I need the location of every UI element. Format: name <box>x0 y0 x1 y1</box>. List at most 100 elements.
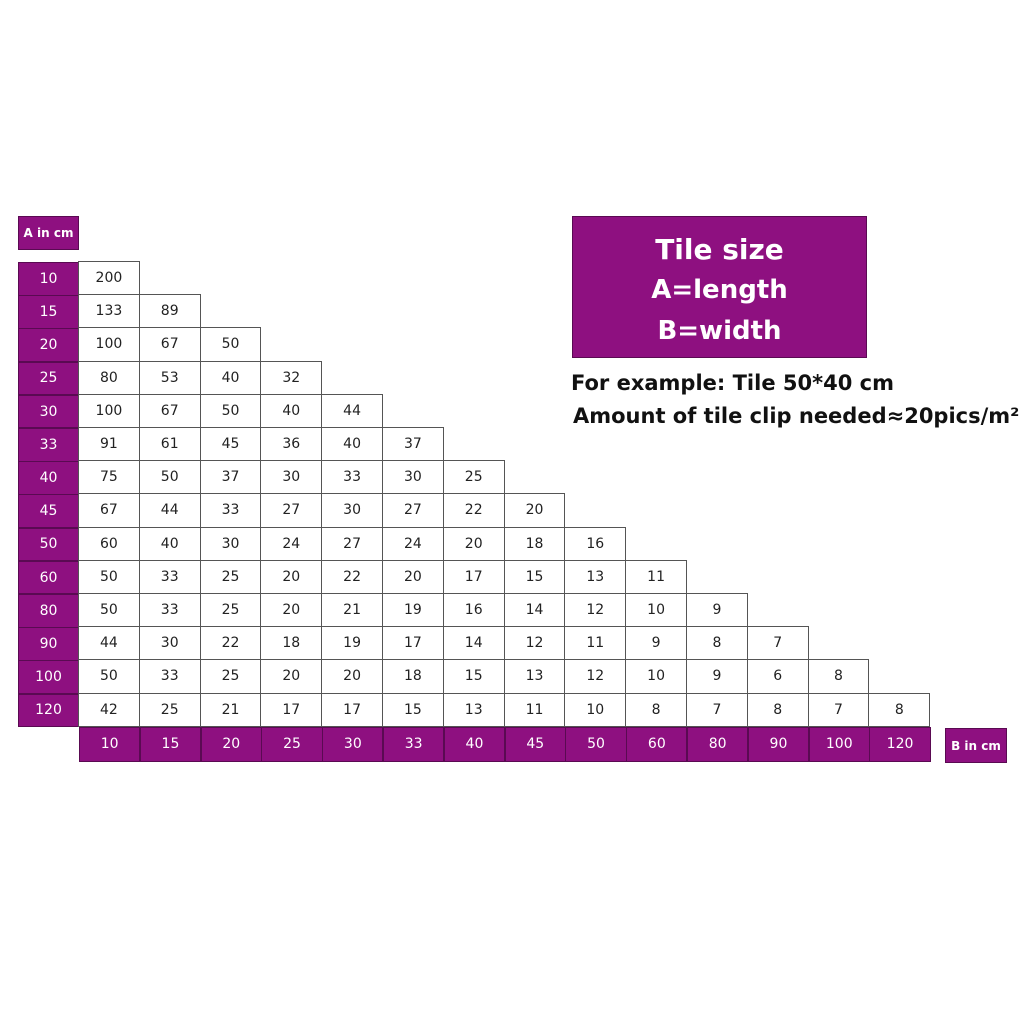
column-header: 10 <box>79 726 141 762</box>
table-cell: 22 <box>321 559 383 594</box>
table-cell: 10 <box>625 659 687 694</box>
column-header: 100 <box>808 726 870 762</box>
table-cell: 50 <box>78 559 140 594</box>
info-title: Tile size <box>655 233 784 266</box>
table-cell: 10 <box>625 593 687 628</box>
table-cell: 19 <box>321 626 383 661</box>
table-cell: 25 <box>442 460 505 495</box>
row-header: 120 <box>18 693 79 728</box>
table-cell: 100 <box>78 327 140 362</box>
table-cell: 9 <box>686 593 748 628</box>
row-header: 100 <box>18 660 79 695</box>
table-cell: 67 <box>78 493 140 528</box>
table-cell: 24 <box>382 526 444 561</box>
table-cell: 20 <box>442 526 505 561</box>
table-cell: 100 <box>78 393 140 428</box>
table-cell: 7 <box>686 692 748 727</box>
table-cell: 33 <box>199 493 262 528</box>
table-cell: 11 <box>625 559 687 594</box>
row-header: 10 <box>18 262 79 296</box>
column-header: 60 <box>626 726 688 762</box>
row-header: 33 <box>18 428 79 462</box>
table-cell: 33 <box>138 593 201 628</box>
table-cell: 7 <box>746 626 809 661</box>
table-cell: 50 <box>199 327 262 362</box>
info-length: A=length <box>651 275 788 305</box>
table-cell: 17 <box>382 626 444 661</box>
table-cell: 45 <box>199 427 262 462</box>
table-cell: 37 <box>199 460 262 495</box>
table-cell: 80 <box>78 360 140 395</box>
table-cell: 20 <box>503 493 566 528</box>
table-cell: 32 <box>260 360 323 395</box>
table-cell: 10 <box>564 692 627 727</box>
table-cell: 12 <box>503 626 566 661</box>
table-cell: 18 <box>382 659 444 694</box>
table-cell: 50 <box>78 659 140 694</box>
table-cell: 8 <box>625 692 687 727</box>
table-cell: 11 <box>503 692 566 727</box>
table-cell: 20 <box>321 659 383 694</box>
table-cell: 40 <box>138 526 201 561</box>
table-cell: 30 <box>260 460 323 495</box>
table-cell: 20 <box>260 659 323 694</box>
column-header: 120 <box>869 726 931 762</box>
table-cell: 18 <box>503 526 566 561</box>
table-cell: 9 <box>625 626 687 661</box>
row-header: 20 <box>18 328 79 363</box>
table-cell: 15 <box>382 692 444 727</box>
row-header: 15 <box>18 295 79 329</box>
column-axis-label: B in cm <box>945 728 1007 763</box>
table-cell: 44 <box>138 493 201 528</box>
table-cell: 89 <box>138 294 201 329</box>
table-cell: 14 <box>442 626 505 661</box>
info-width: B=width <box>657 316 782 346</box>
row-axis-label: A in cm <box>18 216 79 250</box>
column-header: 20 <box>200 726 262 762</box>
table-cell: 200 <box>78 261 140 296</box>
table-cell: 27 <box>260 493 323 528</box>
table-cell: 21 <box>199 692 262 727</box>
table-cell: 13 <box>503 659 566 694</box>
table-cell: 61 <box>138 427 201 462</box>
table-cell: 13 <box>442 692 505 727</box>
table-cell: 22 <box>442 493 505 528</box>
table-cell: 30 <box>382 460 444 495</box>
row-header: 50 <box>18 527 79 562</box>
example-note: For example: Tile 50*40 cm <box>571 371 894 395</box>
table-cell: 37 <box>382 427 444 462</box>
table-cell: 40 <box>321 427 383 462</box>
table-cell: 60 <box>78 526 140 561</box>
table-cell: 21 <box>321 593 383 628</box>
table-cell: 67 <box>138 393 201 428</box>
table-cell: 22 <box>199 626 262 661</box>
table-cell: 27 <box>382 493 444 528</box>
table-cell: 16 <box>564 526 627 561</box>
column-header: 50 <box>565 726 627 762</box>
row-header: 80 <box>18 594 79 628</box>
column-header: 30 <box>322 726 384 762</box>
table-cell: 44 <box>78 626 140 661</box>
table-cell: 9 <box>686 659 748 694</box>
table-cell: 8 <box>686 626 748 661</box>
table-cell: 40 <box>199 360 262 395</box>
row-header: 60 <box>18 560 79 595</box>
table-cell: 50 <box>78 593 140 628</box>
column-header: 45 <box>504 726 566 762</box>
table-cell: 91 <box>78 427 140 462</box>
table-cell: 42 <box>78 692 140 727</box>
table-cell: 30 <box>138 626 201 661</box>
table-cell: 8 <box>746 692 809 727</box>
table-cell: 8 <box>807 659 870 694</box>
table-cell: 20 <box>260 559 323 594</box>
table-cell: 15 <box>503 559 566 594</box>
table-cell: 20 <box>382 559 444 594</box>
column-header: 15 <box>139 726 202 762</box>
column-header: 33 <box>383 726 445 762</box>
table-cell: 25 <box>199 659 262 694</box>
table-cell: 53 <box>138 360 201 395</box>
table-cell: 11 <box>564 626 627 661</box>
column-header: 25 <box>261 726 323 762</box>
table-cell: 15 <box>442 659 505 694</box>
table-cell: 14 <box>503 593 566 628</box>
